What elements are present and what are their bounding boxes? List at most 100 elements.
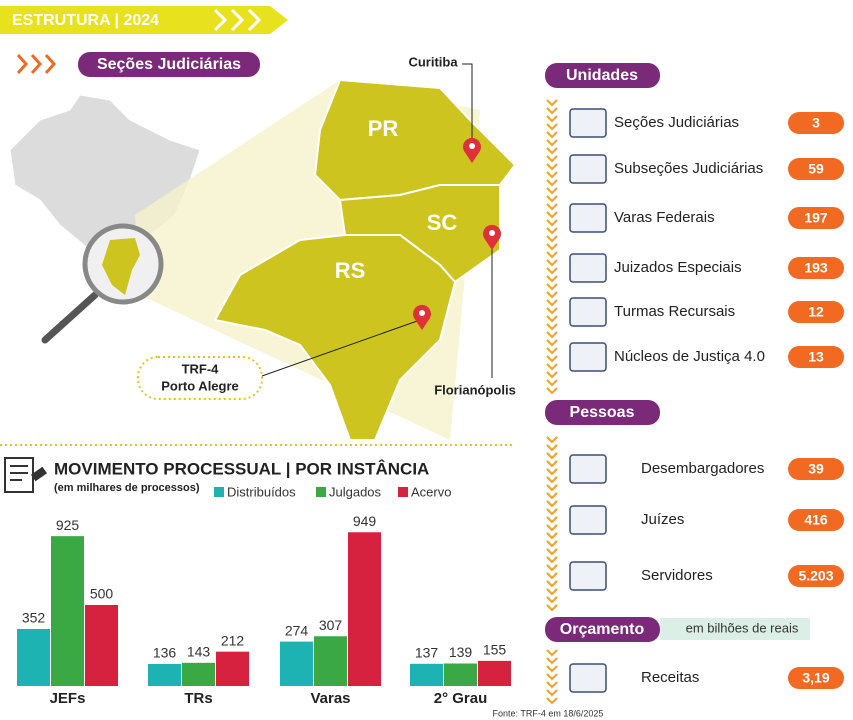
header-title: ESTRUTURA | 2024 [12,12,159,29]
row-label: Juízes [641,511,684,528]
bar [51,536,84,686]
value-label: 352 [22,610,46,626]
panel-pill [545,63,660,88]
chevron [546,444,558,452]
legend-label: Acervo [411,484,451,499]
chevron [546,323,558,331]
chevron [546,131,558,139]
chart-subtitle: (em milhares de processos) [54,482,200,494]
bar [444,663,477,686]
legend-label: Distribuídos [227,484,296,499]
row-value: 12 [808,304,824,320]
bar [348,532,381,686]
state-label: SC [427,210,458,235]
row-value: 3 [812,115,820,131]
chevron [546,673,558,681]
chevron [546,179,558,187]
chevron [546,267,558,275]
row-label: Varas Federais [614,209,715,226]
chevron [546,251,558,259]
value-pill [788,112,844,134]
chevron [546,596,558,604]
legend-swatch [316,487,326,497]
chevron [546,572,558,580]
chevron [546,689,558,697]
leader-line [261,319,421,377]
chevron [546,508,558,516]
magnifier-handle [41,291,99,344]
row-icon [569,561,607,591]
city-label: Curitiba [408,54,458,69]
x-tick-label: TRs [184,690,212,707]
panel-pill [545,400,660,425]
chevron [546,665,558,673]
chevron [546,211,558,219]
chevron [546,452,558,460]
row-icon [569,154,607,184]
chevron [546,283,558,291]
chevron [546,580,558,588]
chart-title: MOVIMENTO PROCESSUAL | POR INSTÂNCIA [54,459,429,478]
chevron [546,532,558,540]
value-label: 949 [353,513,377,529]
chevron [546,331,558,339]
row-icon [569,203,607,233]
legend-label: Julgados [329,484,382,499]
row-label: Núcleos de Justiça 4.0 [614,348,765,365]
source: Fonte: TRF-4 em 18/6/2025 [493,708,604,718]
x-tick-label: 2° Grau [434,690,488,707]
value-label: 137 [415,645,439,661]
chevron [546,588,558,596]
chevron [546,203,558,211]
state-rs [213,234,457,441]
value-pill [788,458,844,480]
value-pill [788,158,844,180]
city-label: Florianópolis [434,382,516,397]
x-tick-label: Varas [310,690,350,707]
row-icon [569,454,607,484]
chevron [546,681,558,689]
legend-swatch [214,487,224,497]
chevron [546,355,558,363]
chevron [546,195,558,203]
bar [182,662,215,686]
panel-pill [545,617,660,642]
chevron [546,387,558,395]
chevron [546,259,558,267]
row-label: Juizados Especiais [614,259,742,276]
chevron [546,484,558,492]
pins [413,137,502,330]
chevron [546,299,558,307]
section-arrows [16,54,57,74]
value-pill [788,301,844,323]
chevron [546,171,558,179]
panel-title: Orçamento [560,621,645,638]
chart-icon-lines [10,465,28,481]
chevron [546,697,558,705]
chevron [546,476,558,484]
bar [17,628,50,686]
chevron [546,540,558,548]
x-tick-label: JEFs [50,690,86,707]
hq-label: Porto Alegre [161,378,239,393]
row-value: 39 [808,461,824,477]
chevron [546,347,558,355]
bar [410,663,443,686]
value-pill [788,509,844,531]
value-pill [788,346,844,368]
row-icon [569,505,607,535]
row-icon [569,297,607,327]
bar [314,636,347,686]
value-pill [788,257,844,279]
leader-line [462,63,473,150]
row-value: 193 [804,260,828,276]
chevron [546,275,558,283]
row-label: Receitas [641,669,699,686]
section-pill [78,52,260,77]
hq-box [137,356,263,400]
bar [216,651,249,686]
value-label: 925 [56,517,80,533]
chevron [546,564,558,572]
chevron [546,379,558,387]
